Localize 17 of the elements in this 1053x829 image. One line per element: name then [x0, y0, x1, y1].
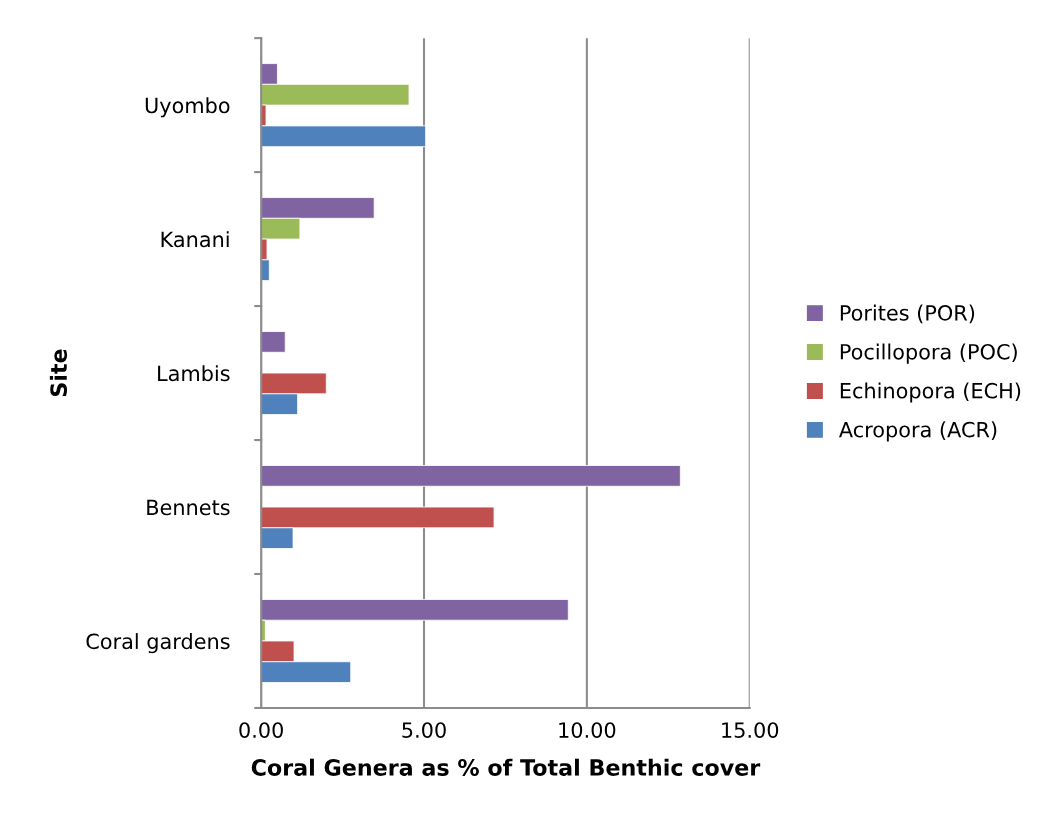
legend-label: Acropora (ACR)	[838, 421, 997, 442]
legend-label: Pocillopora (POC)	[840, 343, 1017, 364]
x-tick-label: 10.00	[559, 722, 616, 738]
bar	[261, 331, 286, 353]
y-tick-label: Uyombo	[145, 97, 230, 118]
x-tick-label: 0.00	[239, 722, 283, 738]
y-tick-label: Lambis	[158, 365, 230, 382]
bar	[261, 465, 681, 487]
legend-label: Porites (POR)	[840, 304, 975, 324]
x-axis-title: Coral Genera as % of Total Benthic cover	[251, 758, 761, 776]
x-tick-label: 15.00	[722, 722, 779, 738]
y-tick-label: Kanani	[161, 231, 229, 248]
y-axis-title: Site	[49, 349, 68, 397]
legend-label: Echinopora (ECH)	[840, 382, 1021, 403]
x-tick-label: 5.00	[402, 722, 446, 738]
y-tick-label: Coral gardens	[86, 633, 230, 654]
y-tick-label: Bennets	[147, 499, 230, 516]
